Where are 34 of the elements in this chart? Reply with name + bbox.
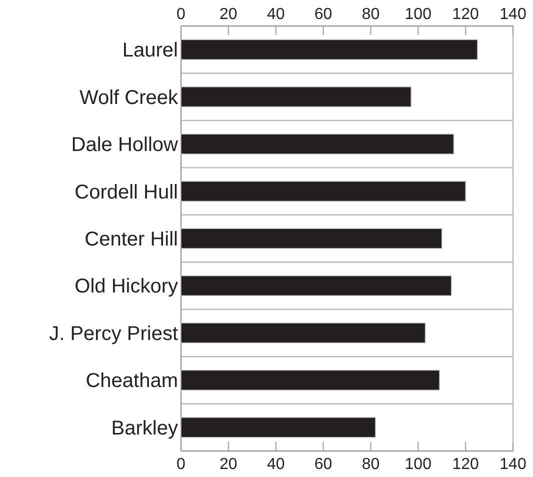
- bar: [180, 86, 412, 108]
- x-tick-label: 60: [314, 456, 332, 473]
- y-tick-label: Cordell Hull: [74, 181, 178, 204]
- bar: [180, 134, 454, 154]
- x2-tick-label: 40: [266, 6, 285, 23]
- y-tick-label: Dale Hollow: [71, 134, 179, 156]
- x2-tick-label: 100: [404, 6, 432, 23]
- x2-tick-label: 60: [314, 6, 332, 23]
- y-tick-label: Laurel: [122, 40, 178, 62]
- y-tick-label: Barkley: [111, 417, 178, 440]
- bar: [180, 322, 426, 344]
- y-tick-label: J. Percy Priest: [49, 322, 178, 345]
- x-tick-label: 140: [500, 456, 526, 473]
- x-tick-label: 80: [362, 456, 380, 473]
- bar: [180, 180, 466, 202]
- x-tick-label: 40: [266, 456, 285, 473]
- x2-tick-label: 140: [500, 6, 526, 23]
- x2-tick-label: 20: [220, 6, 238, 23]
- y-tick-label: Cheatham: [86, 370, 178, 392]
- bar: [180, 370, 440, 390]
- x-tick-label: 120: [452, 456, 480, 473]
- x-tick-label: 0: [176, 456, 186, 473]
- bar: [180, 228, 442, 249]
- x2-tick-label: 120: [452, 6, 480, 23]
- y-tick-label: Center Hill: [84, 228, 178, 250]
- x2-tick-label: 80: [362, 6, 380, 23]
- y-tick-label: Old Hickory: [74, 276, 178, 298]
- bar: [180, 275, 452, 296]
- y-tick-label: Wolf Creek: [79, 86, 179, 109]
- x2-tick-label: 0: [176, 6, 186, 23]
- x-tick-label: 20: [220, 456, 238, 473]
- bar: [180, 417, 376, 438]
- x-tick-label: 100: [404, 456, 432, 473]
- bar: [180, 39, 478, 60]
